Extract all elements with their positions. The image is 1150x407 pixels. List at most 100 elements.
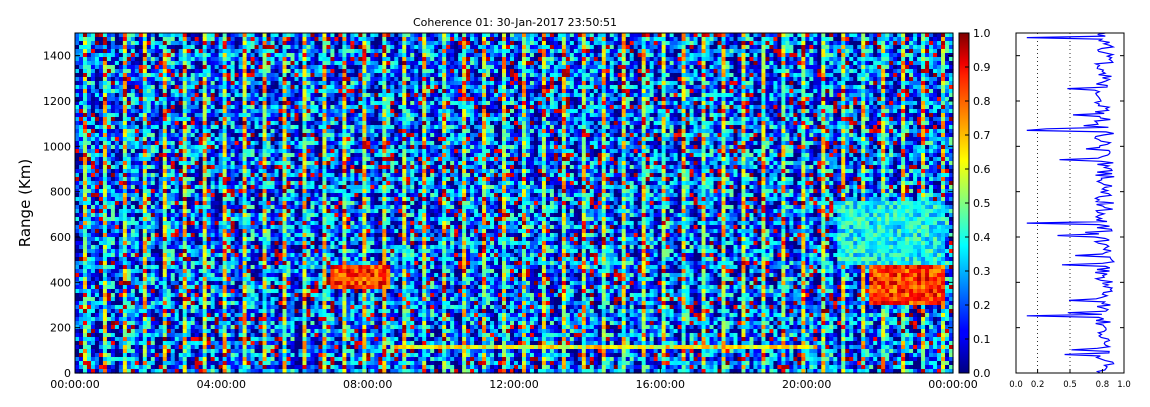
- heatmap-cell: [294, 329, 300, 334]
- heatmap-cell: [106, 173, 112, 178]
- heatmap-cell: [246, 293, 252, 298]
- heatmap-cell: [282, 329, 288, 334]
- heatmap-cell: [302, 241, 308, 246]
- heatmap-cell: [174, 37, 180, 42]
- heatmap-cell: [110, 317, 116, 322]
- heatmap-cell: [182, 193, 188, 198]
- heatmap-cell: [294, 49, 300, 54]
- heatmap-cell: [230, 273, 236, 278]
- heatmap-cell: [214, 145, 220, 150]
- heatmap-cell: [174, 349, 180, 354]
- heatmap-cell: [102, 217, 108, 222]
- heatmap-cell: [142, 125, 148, 130]
- heatmap-cell: [222, 197, 228, 202]
- heatmap-cell: [94, 117, 100, 122]
- heatmap-cell: [198, 265, 204, 270]
- heatmap-cell: [98, 109, 104, 114]
- heatmap-cell: [166, 265, 172, 270]
- heatmap-cell: [286, 137, 292, 142]
- heatmap-cell: [218, 265, 224, 270]
- heatmap-cell: [110, 253, 116, 258]
- heatmap-cell: [210, 69, 216, 74]
- heatmap-cell: [110, 89, 116, 94]
- heatmap-cell: [106, 33, 112, 38]
- heatmap-cell: [90, 173, 96, 178]
- heatmap-cell: [110, 337, 116, 342]
- heatmap-cell: [130, 101, 136, 106]
- heatmap-cell: [122, 261, 128, 266]
- heatmap-cell: [282, 261, 288, 266]
- heatmap-cell: [106, 93, 112, 98]
- heatmap-cell: [186, 209, 192, 214]
- heatmap-cell: [162, 185, 168, 190]
- heatmap-cell: [130, 309, 136, 314]
- heatmap-cell: [162, 213, 168, 218]
- heatmap-cell: [258, 193, 264, 198]
- heatmap-cell: [214, 53, 220, 58]
- heatmap-cell: [178, 189, 184, 194]
- heatmap-cell: [86, 365, 92, 370]
- heatmap-cell: [134, 73, 140, 78]
- heatmap-cell: [138, 177, 144, 182]
- heatmap-cell: [122, 233, 128, 238]
- heatmap-cell: [298, 97, 304, 102]
- heatmap-cell: [90, 177, 96, 182]
- heatmap-cell: [270, 253, 276, 258]
- heatmap-cell: [126, 185, 132, 190]
- heatmap-cell: [110, 153, 116, 158]
- heatmap-cell: [98, 73, 104, 78]
- heatmap-cell: [254, 49, 260, 54]
- heatmap-cell: [266, 141, 272, 146]
- heatmap-cell: [142, 309, 148, 314]
- heatmap-cell: [146, 185, 152, 190]
- heatmap-cell: [250, 365, 256, 370]
- heatmap-cell: [106, 49, 112, 54]
- heatmap-cell: [278, 77, 284, 82]
- heatmap-cell: [162, 81, 168, 86]
- heatmap-cell: [226, 101, 232, 106]
- heatmap-cell: [178, 337, 184, 342]
- heatmap-cell: [86, 201, 92, 206]
- heatmap-cell: [75, 261, 80, 266]
- heatmap-cell: [186, 121, 192, 126]
- heatmap-cell: [194, 205, 200, 210]
- heatmap-cell: [106, 45, 112, 50]
- heatmap-cell: [206, 97, 212, 102]
- heatmap-cell: [78, 229, 84, 234]
- heatmap-cell: [302, 233, 308, 238]
- heatmap-cell: [170, 257, 176, 262]
- heatmap-cell: [170, 245, 176, 250]
- heatmap-cell: [130, 273, 136, 278]
- heatmap-cell: [234, 33, 240, 38]
- heatmap-cell: [294, 317, 300, 322]
- heatmap-cell: [158, 45, 164, 50]
- heatmap-cell: [194, 141, 200, 146]
- heatmap-cell: [138, 33, 144, 38]
- heatmap-cell: [170, 221, 176, 226]
- heatmap-cell: [250, 357, 256, 362]
- heatmap-cell: [302, 173, 308, 178]
- heatmap-cell: [210, 57, 216, 62]
- heatmap-cell: [222, 117, 228, 122]
- heatmap-cell: [86, 49, 92, 54]
- heatmap-cell: [206, 249, 212, 254]
- heatmap-cell: [210, 325, 216, 330]
- heatmap-cell: [202, 249, 208, 254]
- heatmap-cell: [186, 277, 192, 282]
- heatmap-cell: [202, 297, 208, 302]
- heatmap-cell: [102, 49, 108, 54]
- heatmap-cell: [166, 325, 172, 330]
- heatmap-cell: [78, 221, 84, 226]
- heatmap-cell: [230, 165, 236, 170]
- heatmap-cell: [102, 165, 108, 170]
- heatmap-cell: [254, 169, 260, 174]
- heatmap-cell: [194, 197, 200, 202]
- heatmap-cell: [230, 77, 236, 82]
- heatmap-cell: [94, 65, 100, 70]
- heatmap-cell: [90, 153, 96, 158]
- heatmap-cell: [114, 369, 120, 374]
- heatmap-cell: [214, 333, 220, 338]
- heatmap-cell: [234, 37, 240, 42]
- heatmap-cell: [194, 41, 200, 46]
- heatmap-cell: [82, 249, 88, 254]
